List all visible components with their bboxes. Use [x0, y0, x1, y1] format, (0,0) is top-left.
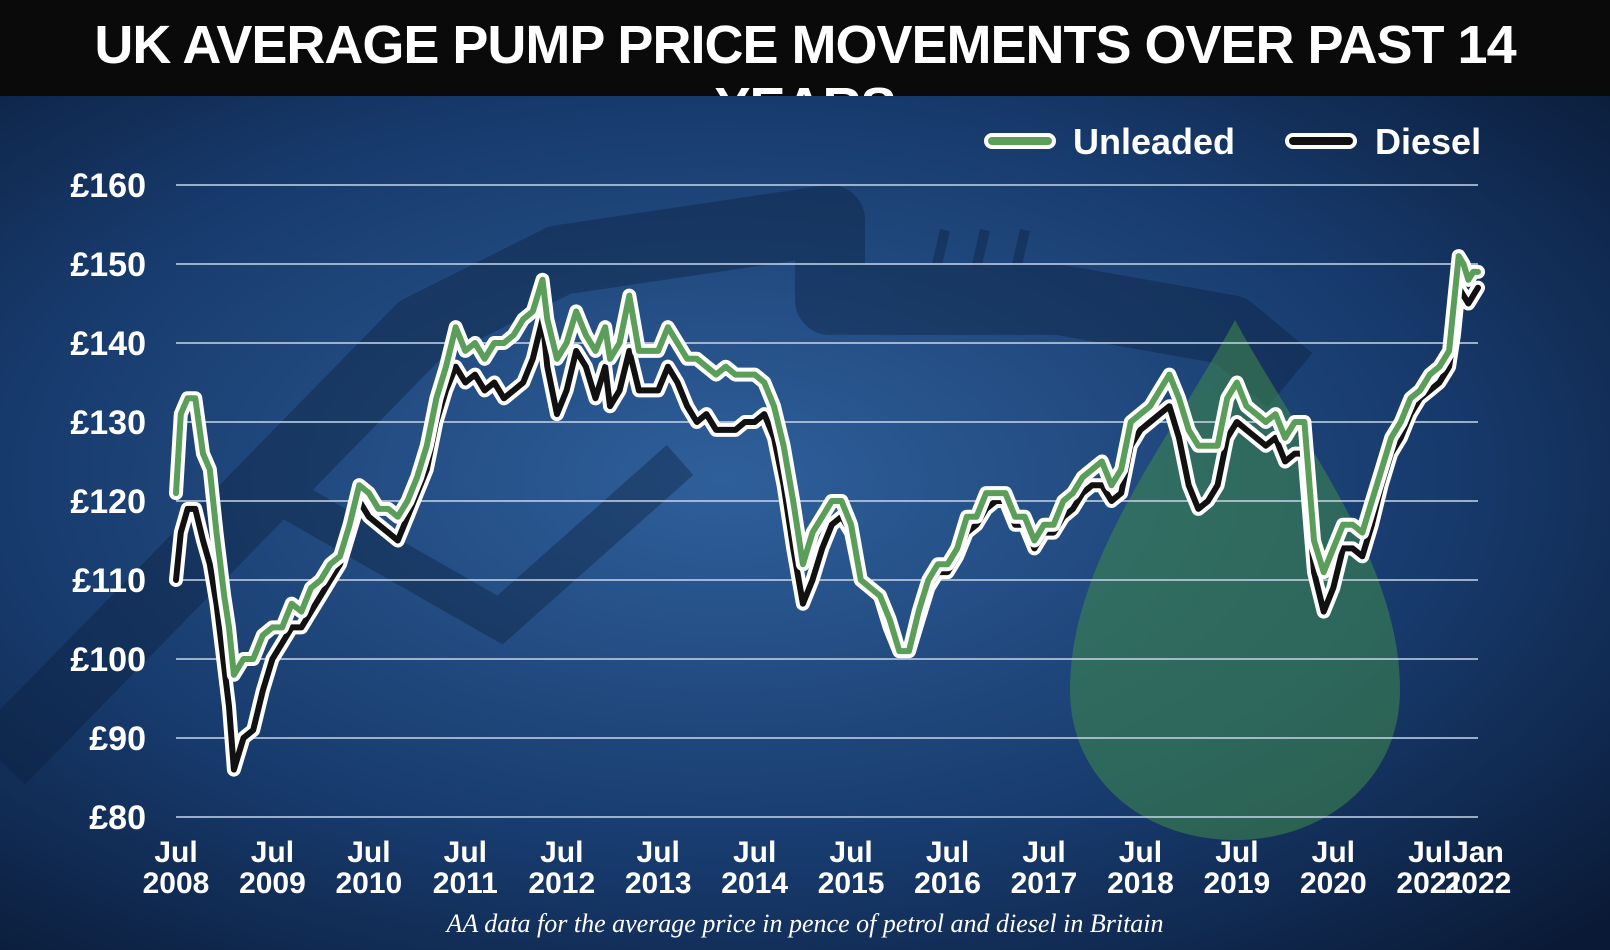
x-tick-month: Jul [1119, 836, 1162, 869]
series-line-diesel [173, 284, 1481, 773]
x-tick-year: 2009 [239, 867, 306, 900]
fuel-nozzle-illustration [0, 185, 1313, 785]
title-bar: UK AVERAGE PUMP PRICE MOVEMENTS OVER PAS… [0, 0, 1610, 137]
y-tick-label: £100 [70, 641, 146, 679]
x-tick-year: 2011 [433, 867, 498, 900]
y-tick-label: £140 [70, 325, 146, 363]
x-axis-ticks: Jul2008Jul2009Jul2010Jul2011Jul2012Jul20… [143, 836, 1512, 900]
legend-item-unleaded: Unleaded [984, 121, 1235, 162]
x-tick-month: Jul [154, 836, 197, 869]
x-tick-month: Jul [1215, 836, 1258, 869]
x-tick-month: Jul [829, 836, 872, 869]
x-tick-month: Jul [637, 836, 680, 869]
chart-caption: AA data for the average price in pence o… [444, 909, 1163, 938]
x-tick-year: 2022 [1445, 867, 1512, 900]
x-tick-month: Jul [251, 836, 294, 869]
x-tick-year: 2015 [818, 867, 885, 900]
y-tick-label: £80 [89, 799, 146, 837]
x-tick-year: 2010 [336, 867, 403, 900]
x-tick-year: 2008 [143, 867, 210, 900]
x-tick-month: Jul [347, 836, 390, 869]
legend-label-unleaded: Unleaded [1073, 121, 1235, 162]
x-tick-year: 2018 [1107, 867, 1174, 900]
x-tick-year: 2020 [1300, 867, 1367, 900]
x-tick-month: Jul [1312, 836, 1355, 869]
y-tick-label: £90 [89, 720, 146, 758]
x-tick-year: 2021 [1396, 867, 1463, 900]
legend: Unleaded Diesel [984, 121, 1481, 162]
series-line-unleaded [173, 253, 1481, 678]
y-tick-label: £130 [70, 404, 146, 442]
chart-title: UK AVERAGE PUMP PRICE MOVEMENTS OVER PAS… [94, 15, 1516, 137]
x-tick-month: Jul [733, 836, 776, 869]
x-tick-month: Jul [444, 836, 487, 869]
x-tick-month: Jul [540, 836, 583, 869]
series-lines [169, 249, 1485, 777]
x-tick-year: 2016 [914, 867, 981, 900]
x-tick-year: 2019 [1204, 867, 1271, 900]
y-tick-label: £120 [70, 483, 146, 521]
x-tick-month: Jul [1408, 836, 1451, 869]
x-tick-year: 2012 [528, 867, 595, 900]
x-tick-month: Jan [1452, 836, 1504, 869]
legend-item-diesel: Diesel [1285, 121, 1481, 162]
y-tick-label: £110 [72, 562, 146, 600]
legend-label-diesel: Diesel [1375, 121, 1481, 162]
y-tick-label: £160 [70, 167, 146, 205]
x-tick-month: Jul [1022, 836, 1065, 869]
x-tick-year: 2017 [1011, 867, 1078, 900]
x-tick-year: 2013 [625, 867, 692, 900]
x-tick-month: Jul [926, 836, 969, 869]
x-tick-year: 2014 [721, 867, 788, 900]
y-axis-ticks: £160 £150 £140 £130 £120 £110 £100 £90 £80 [70, 167, 146, 837]
y-tick-label: £150 [70, 246, 146, 284]
